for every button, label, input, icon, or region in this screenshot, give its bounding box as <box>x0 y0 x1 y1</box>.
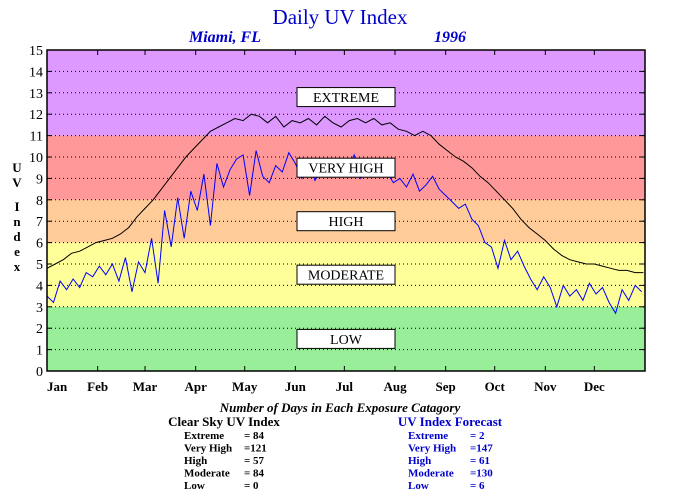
summary-row-value: = 57 <box>244 455 265 467</box>
summary-row-label: Very High <box>408 443 456 455</box>
band-label-box <box>296 328 396 349</box>
band-label-high: HIGH <box>329 215 364 230</box>
y-axis-label-char: U <box>12 160 22 175</box>
band-label-very-high: VERY HIGH <box>308 162 383 177</box>
summary-row-value: =121 <box>244 443 267 455</box>
band-label-extreme: EXTREME <box>313 91 379 106</box>
band-label-box <box>296 87 396 108</box>
summary-row-label: Extreme <box>408 430 448 442</box>
chart-subtitle-year: 1996 <box>434 29 466 46</box>
summary-row-label: Moderate <box>408 468 454 480</box>
summary-row-label: High <box>408 455 431 467</box>
clear-sky-summary-title: Clear Sky UV Index <box>168 414 280 429</box>
x-tick-label: Nov <box>534 379 557 394</box>
summary-row-label: Low <box>184 480 205 492</box>
summary-row-label: Extreme <box>184 430 224 442</box>
y-tick-label: 5 <box>36 258 43 273</box>
band-label-box <box>296 157 396 178</box>
x-tick-label: Jul <box>336 379 354 394</box>
y-tick-label: 7 <box>36 215 43 230</box>
x-tick-label: Feb <box>87 379 108 394</box>
summary-row-value: =147 <box>470 443 493 455</box>
clear-sky-series-line <box>46 113 644 274</box>
band-label-box <box>296 264 396 285</box>
summary-row-label: Moderate <box>184 468 230 480</box>
summary-row-value: =130 <box>470 468 493 480</box>
band-label-low: LOW <box>330 333 363 348</box>
x-tick-label: Jan <box>47 379 68 394</box>
chart-title: Daily UV Index <box>273 5 408 29</box>
y-axis-label-char: V <box>12 175 22 190</box>
x-tick-label: Aug <box>383 379 407 394</box>
y-tick-label: 15 <box>29 44 43 59</box>
y-tick-label: 0 <box>36 365 43 380</box>
y-tick-label: 4 <box>36 279 43 294</box>
x-tick-label: Jun <box>285 379 307 394</box>
clear-sky-summary-table: Extreme = 84 Very High =121 High = 57 Moderate… <box>184 430 267 492</box>
y-tick-label: 1 <box>36 344 43 359</box>
summary-row-value: = 6 <box>470 480 485 492</box>
summary-row-value: = 0 <box>244 480 259 492</box>
y-axis-label-char: e <box>14 244 20 259</box>
y-axis-label-char: x <box>14 259 21 274</box>
band-label-box <box>296 211 396 232</box>
y-tick-label: 9 <box>36 172 43 187</box>
forecast-summary-title: UV Index Forecast <box>398 414 503 429</box>
x-tick-label: Mar <box>133 379 158 394</box>
y-tick-label: 10 <box>29 151 43 166</box>
x-tick-label: Dec <box>584 379 605 394</box>
chart-subtitle-location: Miami, FL <box>188 29 261 46</box>
y-tick-label: 12 <box>29 108 43 123</box>
y-tick-label: 13 <box>29 87 43 102</box>
summary-row-value: = 84 <box>244 430 265 442</box>
band-labels: LOW MODERATE HIGH VERY HIGH EXTREME <box>296 87 396 349</box>
summary-row-value: = 61 <box>470 455 490 467</box>
plot-frame <box>46 49 646 372</box>
y-tick-label: 14 <box>29 65 43 80</box>
y-tick-label: 3 <box>36 301 43 316</box>
summary-row-value: = 2 <box>470 430 485 442</box>
y-tick-label: 2 <box>36 322 43 337</box>
y-tick-label: 11 <box>30 130 43 145</box>
forecast-summary-table: Extreme = 2 Very High =147 High = 61 Moderate =… <box>408 430 493 492</box>
summary-row-value: = 84 <box>244 468 265 480</box>
summary-row-label: High <box>184 455 207 467</box>
y-tick-label: 6 <box>36 237 43 252</box>
x-tick-label: Sep <box>436 379 456 394</box>
y-tick-label: 8 <box>36 194 43 209</box>
band-label-moderate: MODERATE <box>308 269 384 284</box>
summary-row-label: Very High <box>184 443 232 455</box>
x-tick-label: Apr <box>184 379 207 394</box>
summary-row-label: Low <box>408 480 429 492</box>
y-axis-label-char: I <box>14 199 19 214</box>
x-axis-ticks: Jan Feb Mar Apr May Jun Jul Aug Sep Oct Nov Dec <box>46 50 605 394</box>
summary-heading: Number of Days in Each Exposure Catagory <box>219 400 461 415</box>
y-axis-label-char: n <box>13 214 21 229</box>
x-tick-label: May <box>232 379 258 394</box>
y-axis-label-char: d <box>13 229 21 244</box>
x-tick-label: Oct <box>485 379 506 394</box>
